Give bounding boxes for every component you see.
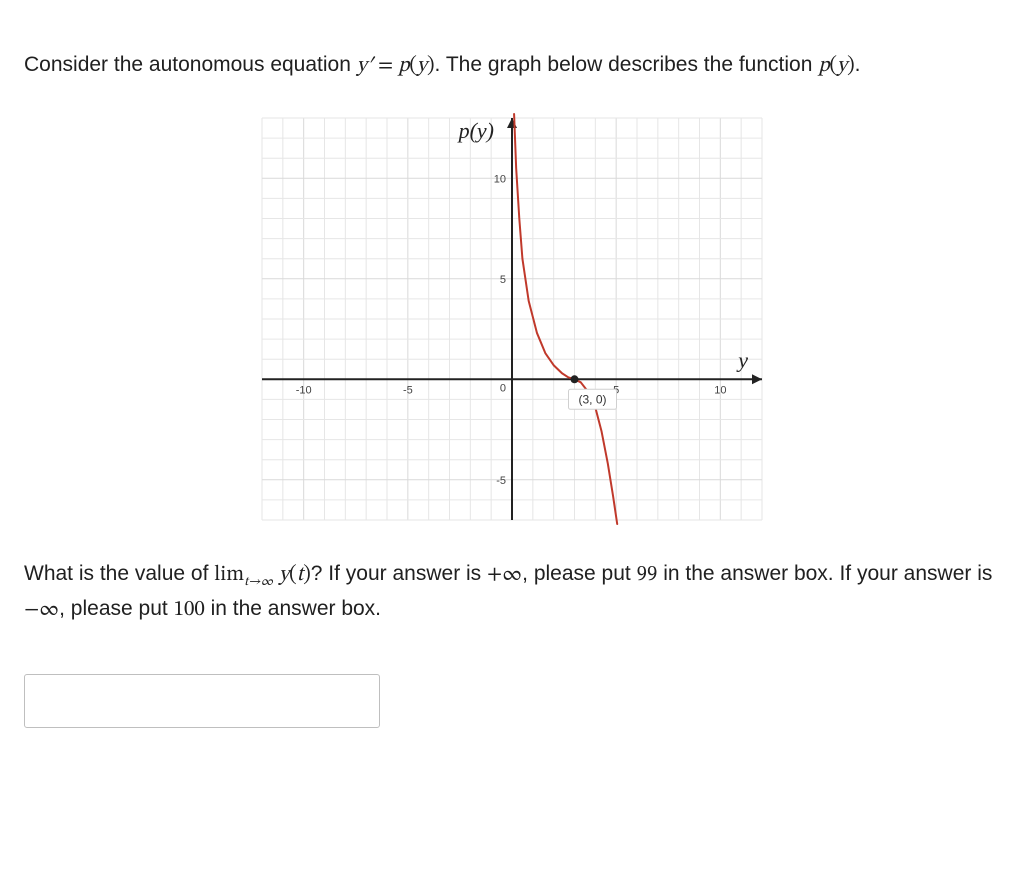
svg-text:0: 0 [500,382,506,394]
intro-period: . [855,53,861,76]
answer-input[interactable] [24,674,380,728]
svg-text:p(y): p(y) [457,118,494,143]
svg-text:-5: -5 [403,384,413,396]
svg-text:-10: -10 [296,384,312,396]
intro-after: . The graph below describes the function [435,53,819,76]
code-99: 99 [637,564,658,585]
svg-text:10: 10 [714,384,726,396]
intro-eq-equals: = [373,55,398,76]
minus-inf: −∞ [24,599,59,620]
intro-eq-lhs: y′ [357,55,373,76]
svg-text:(3, 0): (3, 0) [578,392,606,406]
limit-operator: lim [214,564,244,585]
question-text: What is the value of limt→∞ y(t)? If you… [24,558,1000,627]
intro-func-p: p [818,55,829,76]
chart-container: -10-5510-55100p(y)y(3, 0) [24,104,1000,534]
svg-text:-5: -5 [496,474,506,486]
code-100: 100 [174,599,205,620]
intro-eq-p: p [398,55,409,76]
limit-subscript: t→∞ [244,576,273,589]
intro-text: Consider the autonomous equation [24,53,357,76]
plus-inf: +∞ [487,564,522,585]
svg-text:10: 10 [494,173,506,185]
intro-func-arg: y [837,55,847,76]
svg-text:5: 5 [500,273,506,285]
chart-svg: -10-5510-55100p(y)y(3, 0) [242,104,782,534]
intro-eq-arg: y [417,55,427,76]
chart: -10-5510-55100p(y)y(3, 0) [242,104,782,534]
problem-intro: Consider the autonomous equation y′ = p(… [24,49,1000,83]
limit-fun: y [279,564,289,585]
svg-text:y: y [736,347,748,372]
